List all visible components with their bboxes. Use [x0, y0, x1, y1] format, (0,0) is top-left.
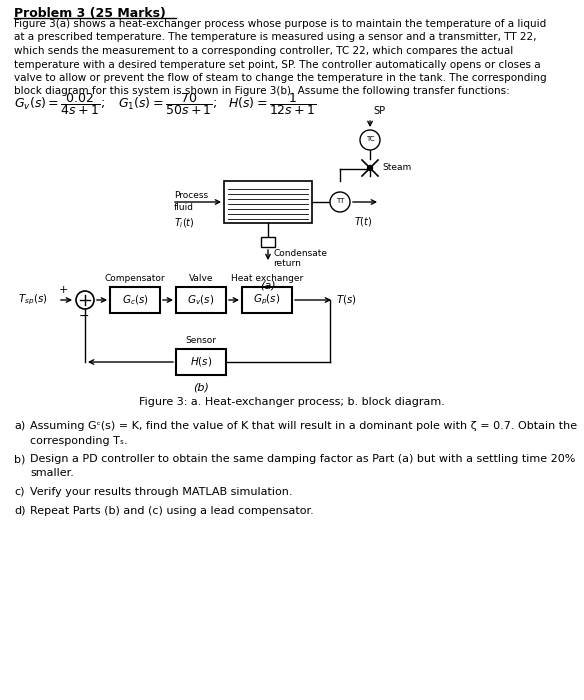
Text: Sensor: Sensor: [186, 336, 217, 345]
Text: −: −: [79, 310, 89, 323]
Text: Figure 3: a. Heat-exchanger process; b. block diagram.: Figure 3: a. Heat-exchanger process; b. …: [139, 397, 445, 407]
Text: Valve: Valve: [189, 274, 213, 283]
Text: $G_v(s)$: $G_v(s)$: [187, 293, 214, 307]
Text: Figure 3(a) shows a heat-exchanger process whose purpose is to maintain the temp: Figure 3(a) shows a heat-exchanger proce…: [14, 19, 546, 29]
Text: Verify your results through MATLAB simulation.: Verify your results through MATLAB simul…: [30, 487, 293, 497]
FancyBboxPatch shape: [110, 287, 160, 313]
FancyBboxPatch shape: [176, 349, 226, 375]
FancyBboxPatch shape: [176, 287, 226, 313]
Text: corresponding Tₛ.: corresponding Tₛ.: [30, 435, 128, 445]
Text: smaller.: smaller.: [30, 468, 74, 479]
Text: Assuming Gᶜ(s) = K, find the value of K that will result in a dominant pole with: Assuming Gᶜ(s) = K, find the value of K …: [30, 421, 577, 431]
FancyBboxPatch shape: [242, 287, 292, 313]
Text: $H(s) = \dfrac{1}{12s+1}$: $H(s) = \dfrac{1}{12s+1}$: [228, 91, 317, 117]
Circle shape: [76, 291, 94, 309]
Text: Design a PD controller to obtain the same damping factor as Part (a) but with a : Design a PD controller to obtain the sam…: [30, 454, 575, 464]
Text: Repeat Parts (b) and (c) using a lead compensator.: Repeat Parts (b) and (c) using a lead co…: [30, 505, 314, 515]
Text: at a prescribed temperature. The temperature is measured using a sensor and a tr: at a prescribed temperature. The tempera…: [14, 32, 537, 43]
Text: c): c): [14, 487, 25, 497]
Text: TC: TC: [366, 136, 374, 142]
Text: Steam: Steam: [382, 164, 411, 172]
Text: $T(t)$: $T(t)$: [354, 215, 373, 228]
Text: $T_{sp}(s)$: $T_{sp}(s)$: [18, 293, 47, 307]
Text: $G_c(s)$: $G_c(s)$: [121, 293, 148, 307]
Text: a): a): [14, 421, 25, 431]
Text: Compensator: Compensator: [105, 274, 165, 283]
FancyBboxPatch shape: [261, 237, 275, 247]
Text: +: +: [59, 285, 68, 295]
Text: TT: TT: [336, 198, 344, 204]
Text: $T(s)$: $T(s)$: [336, 293, 357, 307]
Text: (a): (a): [260, 281, 276, 291]
Text: Condensate: Condensate: [273, 249, 327, 258]
Text: $G_v(s) = \dfrac{0.02}{4s+1}$;: $G_v(s) = \dfrac{0.02}{4s+1}$;: [14, 91, 105, 117]
Text: Heat exchanger: Heat exchanger: [231, 274, 303, 283]
Text: d): d): [14, 505, 26, 515]
Text: temperature with a desired temperature set point, SP. The controller automatical: temperature with a desired temperature s…: [14, 60, 541, 69]
Text: block diagram for this system is shown in Figure 3(b). Assume the following tran: block diagram for this system is shown i…: [14, 87, 510, 97]
Text: $G_1(s) = \dfrac{70}{50s+1}$;: $G_1(s) = \dfrac{70}{50s+1}$;: [118, 91, 217, 117]
Text: Problem 3 (25 Marks): Problem 3 (25 Marks): [14, 7, 166, 20]
Text: (b): (b): [193, 382, 209, 392]
Text: SP: SP: [373, 106, 385, 116]
Text: Process: Process: [174, 191, 208, 200]
FancyBboxPatch shape: [224, 181, 312, 223]
Text: $G_p(s)$: $G_p(s)$: [253, 293, 281, 307]
Circle shape: [360, 130, 380, 150]
Circle shape: [367, 165, 373, 171]
Text: b): b): [14, 454, 25, 464]
Circle shape: [330, 192, 350, 212]
Text: return: return: [273, 259, 301, 268]
Text: which sends the measurement to a corresponding controller, TC 22, which compares: which sends the measurement to a corresp…: [14, 46, 513, 56]
Text: $H(s)$: $H(s)$: [190, 356, 212, 368]
Text: valve to allow or prevent the flow of steam to change the temperature in the tan: valve to allow or prevent the flow of st…: [14, 73, 547, 83]
Text: fluid: fluid: [174, 203, 194, 212]
Text: $T_i(t)$: $T_i(t)$: [174, 216, 194, 230]
